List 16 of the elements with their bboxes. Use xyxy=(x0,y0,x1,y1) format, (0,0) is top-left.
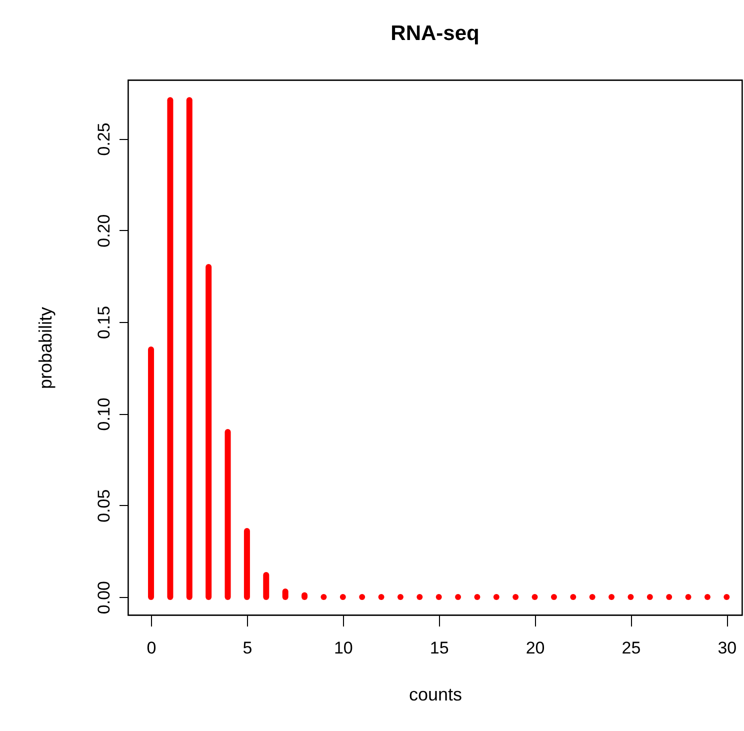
x-tick-label: 0 xyxy=(146,638,156,658)
x-axis-title: counts xyxy=(408,684,462,704)
x-tick-label: 10 xyxy=(334,638,353,658)
x-tick-label: 5 xyxy=(242,638,252,658)
y-tick-label: 0.00 xyxy=(94,580,114,614)
x-tick-label: 20 xyxy=(526,638,545,658)
chart-title: RNA-seq xyxy=(390,22,480,45)
x-tick-label: 25 xyxy=(622,638,641,658)
y-tick-label: 0.15 xyxy=(94,306,114,340)
x-tick-label: 15 xyxy=(430,638,449,658)
x-tick-label: 30 xyxy=(718,638,737,658)
y-tick-label: 0.10 xyxy=(94,398,114,431)
y-tick-label: 0.25 xyxy=(94,122,114,156)
y-tick-label: 0.20 xyxy=(94,214,114,248)
y-tick-label: 0.05 xyxy=(94,489,114,522)
y-axis-title: probability xyxy=(36,306,56,390)
